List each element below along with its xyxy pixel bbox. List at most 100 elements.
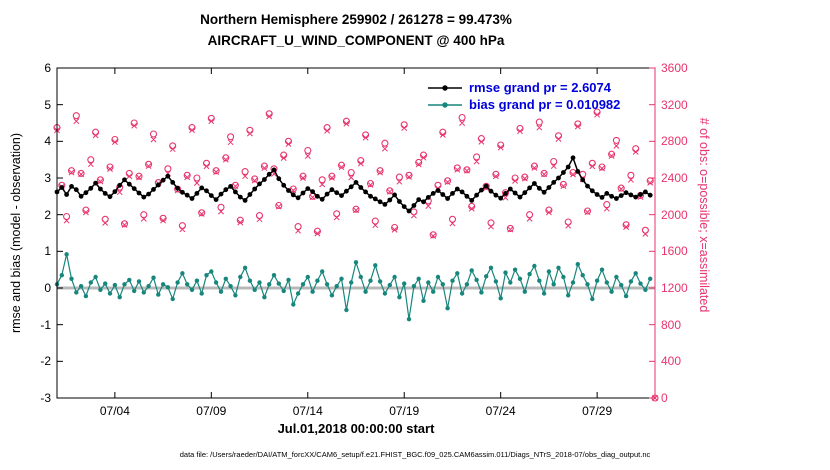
bias-marker (281, 288, 286, 294)
obs-possible-marker (608, 150, 616, 158)
bias-marker (416, 276, 421, 281)
plot-title-line1: Northern Hemisphere 259902 / 261278 = 99… (200, 12, 512, 27)
rmse-marker (252, 186, 258, 192)
bias-marker (488, 265, 494, 270)
bias-marker (194, 278, 200, 283)
obs-possible-marker (145, 160, 153, 168)
obs-possible-marker (453, 164, 461, 172)
rmse-marker (151, 187, 156, 192)
bias-marker (334, 284, 339, 289)
rmse-marker (237, 194, 243, 200)
rmse-marker (242, 198, 248, 203)
obs-possible-marker (632, 145, 640, 153)
obs-possible-marker (400, 121, 408, 129)
bias-marker (392, 274, 397, 280)
rmse-marker (532, 181, 537, 186)
bias-marker (382, 291, 388, 296)
rmse-marker (517, 194, 523, 200)
bias-marker (160, 282, 166, 287)
bias-marker (527, 271, 532, 277)
bias-marker (324, 282, 330, 287)
legend: rmse grand pr = 2.6074 bias grand pr = 0… (428, 79, 620, 113)
rmse-marker (527, 185, 532, 191)
legend-label-rmse: rmse grand pr = 2.6074 (469, 80, 611, 95)
rmse-marker (69, 184, 74, 189)
rmse-marker (64, 192, 69, 197)
rmse-marker (329, 187, 335, 193)
y-left-tick-label: 3 (44, 171, 51, 185)
bias-marker (112, 282, 118, 288)
obs-possible-marker (583, 207, 592, 215)
y-right-tick-label: 2000 (661, 207, 688, 222)
rmse-marker (213, 197, 219, 203)
obs-possible-marker (135, 172, 143, 180)
bias-marker (349, 280, 354, 285)
obs-possible-marker (304, 146, 312, 155)
bias-marker (151, 275, 156, 280)
obs-possible-marker (92, 128, 100, 136)
bias-marker (556, 265, 561, 270)
bias-marker (132, 288, 137, 294)
obs-possible-marker (492, 170, 500, 178)
obs-possible-marker (337, 161, 346, 169)
obs-possible-marker (588, 159, 596, 167)
rmse-marker (604, 191, 610, 196)
rmse-marker (262, 177, 267, 182)
rmse-marker (570, 155, 576, 161)
rmse-marker (464, 193, 470, 199)
plot-title-line2: AIRCRAFT_U_WIND_COMPONENT @ 400 hPa (207, 33, 505, 48)
bias-marker (435, 274, 441, 280)
obs-possible-marker (77, 169, 85, 177)
obs-possible-marker (169, 142, 177, 150)
y-right-tick-label: 3600 (661, 61, 688, 75)
rmse-marker (454, 186, 460, 192)
obs-possible-marker (106, 163, 114, 171)
bias-marker (141, 290, 146, 295)
bias-marker (127, 277, 132, 283)
bias-line-marker-icon (428, 101, 462, 108)
obs-possible-marker (554, 132, 563, 140)
rmse-marker (575, 169, 581, 174)
rmse-marker (102, 191, 108, 196)
rmse-marker (450, 191, 455, 196)
y-right-tick-label: 1600 (661, 244, 688, 259)
y-left-tick-label: -2 (40, 354, 51, 369)
bias-marker (464, 282, 470, 287)
bias-marker (493, 279, 499, 284)
rmse-marker (112, 189, 118, 195)
bias-marker (561, 274, 566, 280)
obs-possible-marker (598, 163, 606, 171)
rmse-marker (498, 195, 504, 201)
obs-possible-marker (559, 180, 567, 188)
rmse-marker (585, 183, 590, 189)
rmse-marker (305, 186, 311, 192)
rmse-marker (647, 192, 653, 198)
rmse-marker (623, 190, 629, 196)
bias-marker (83, 293, 89, 299)
bias-marker (247, 278, 253, 283)
rmse-marker (406, 208, 412, 214)
obs-possible-marker (357, 157, 365, 165)
rmse-marker (609, 193, 614, 199)
obs-possible-marker (246, 126, 254, 134)
bias-marker (445, 306, 450, 311)
obs-possible-marker (405, 171, 413, 179)
obs-possible-marker (386, 187, 394, 195)
x-tick-label: 07/29 (582, 404, 613, 418)
obs-possible-marker (463, 166, 471, 174)
rmse-marker (73, 187, 79, 193)
rmse-marker (488, 188, 494, 194)
bias-marker (209, 269, 214, 274)
obs-possible-marker (202, 159, 211, 167)
rmse-marker (392, 192, 397, 198)
y-left-tick-label: -1 (40, 317, 51, 332)
rmse-marker (589, 188, 595, 194)
obs-possible-marker (217, 203, 225, 211)
rmse-marker (440, 192, 446, 197)
obs-possible-marker (376, 167, 384, 175)
rmse-marker (276, 176, 282, 182)
bias-marker (59, 273, 64, 278)
bias-marker (508, 280, 513, 285)
y-left-tick-label: 2 (44, 207, 51, 222)
bias-marker (469, 268, 474, 273)
